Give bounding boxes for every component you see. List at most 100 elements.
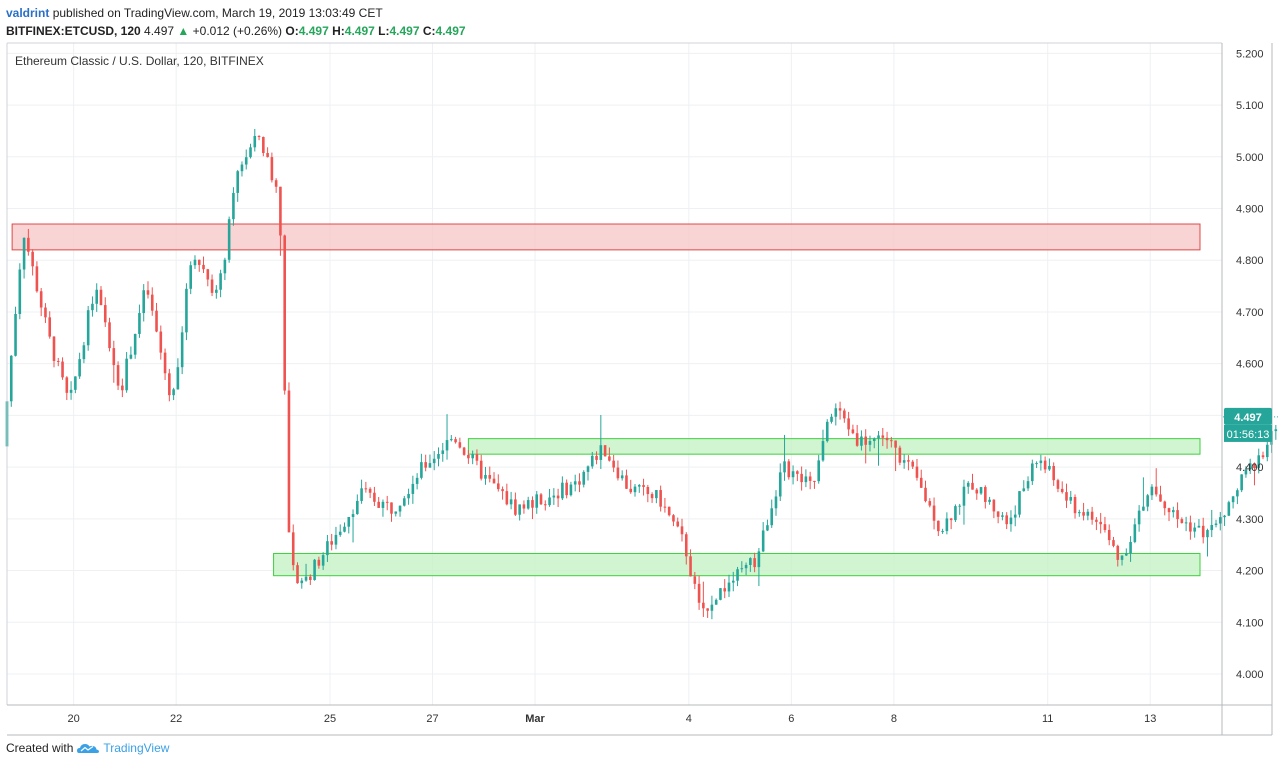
candle <box>843 408 846 423</box>
time-tick-label: 27 <box>426 713 438 725</box>
candle <box>103 297 107 327</box>
tradingview-brand-link[interactable]: TradingView <box>103 741 170 755</box>
candle <box>710 595 714 620</box>
candle <box>48 311 52 339</box>
grid-lines <box>7 43 1222 705</box>
candle <box>403 495 406 507</box>
candle <box>450 435 453 442</box>
candle <box>672 514 675 527</box>
candle <box>1159 485 1162 502</box>
candle <box>1150 484 1154 500</box>
candle <box>731 571 735 592</box>
candle <box>505 483 509 506</box>
candle <box>385 495 389 511</box>
candle <box>334 526 338 550</box>
candle <box>176 358 180 390</box>
candle <box>1146 493 1149 512</box>
plot-area[interactable] <box>7 43 1222 705</box>
candle <box>740 561 744 573</box>
chart-header: valdrint published on TradingView.com, M… <box>6 4 466 40</box>
candle <box>82 341 86 364</box>
candle <box>928 498 932 508</box>
candle <box>1236 488 1239 505</box>
candle <box>1103 516 1107 533</box>
candle <box>424 454 427 472</box>
candle <box>347 516 351 534</box>
candle <box>890 436 893 448</box>
candle <box>121 378 124 398</box>
candle <box>163 348 167 380</box>
candle <box>1073 494 1077 519</box>
candle <box>377 496 380 508</box>
time-tick-label: 8 <box>891 713 897 725</box>
candle <box>1048 458 1051 471</box>
price-tick-label: 4.900 <box>1236 204 1264 216</box>
candle <box>1026 476 1030 491</box>
open-value: 4.497 <box>298 24 329 38</box>
candle <box>1154 468 1158 497</box>
price-tick-label: 4.400 <box>1236 462 1264 474</box>
candle <box>432 451 436 471</box>
candle <box>697 575 701 610</box>
candle <box>885 431 889 449</box>
candle <box>962 479 966 525</box>
candle <box>381 499 385 517</box>
candle <box>996 511 1000 524</box>
candle <box>236 169 239 202</box>
candle <box>655 489 658 504</box>
candle <box>680 518 684 542</box>
candle <box>296 562 299 584</box>
candle <box>95 283 99 312</box>
candle <box>1001 512 1004 521</box>
candle <box>543 500 547 511</box>
candle <box>1261 451 1265 460</box>
candles <box>5 128 1278 620</box>
candle <box>971 473 974 490</box>
resistance-zone[interactable] <box>11 223 1201 251</box>
candle <box>753 552 756 573</box>
candle <box>112 340 116 383</box>
candle <box>979 487 983 495</box>
candle <box>761 522 765 553</box>
candle <box>1086 508 1090 521</box>
candle <box>825 419 829 443</box>
candle <box>778 463 782 501</box>
candle <box>471 450 474 465</box>
candle <box>958 503 961 515</box>
support-zone[interactable] <box>467 438 1201 455</box>
candle <box>894 440 897 472</box>
time-axis[interactable]: 20 22 25 27 Mar 4 6 8 11 13 <box>68 713 1157 725</box>
candle <box>1163 500 1167 516</box>
candle <box>774 490 778 516</box>
candle <box>91 296 94 317</box>
price-axis[interactable]: 5.2005.1005.0004.9004.8004.7004.6004.500… <box>1236 48 1264 681</box>
candle <box>1244 466 1248 478</box>
candle <box>518 504 521 521</box>
candle <box>304 563 308 582</box>
candle <box>637 483 641 493</box>
candle <box>924 480 927 503</box>
candle <box>1257 448 1261 474</box>
candle <box>881 428 885 447</box>
candle <box>1180 517 1184 524</box>
candle <box>659 485 662 512</box>
candle <box>877 430 880 466</box>
candle <box>693 571 697 590</box>
candle <box>1095 517 1098 531</box>
candle <box>155 302 158 333</box>
candle <box>309 574 312 585</box>
candle <box>714 598 718 605</box>
candle <box>509 491 513 510</box>
candle <box>783 434 786 481</box>
candle <box>27 228 30 256</box>
candle <box>561 476 564 501</box>
candle <box>249 143 252 159</box>
candle <box>1231 495 1235 509</box>
author-link[interactable]: valdrint <box>6 6 50 20</box>
candle <box>180 326 184 375</box>
candle <box>437 447 440 467</box>
candle <box>330 533 333 551</box>
candle <box>1022 480 1026 492</box>
candle <box>676 517 680 528</box>
